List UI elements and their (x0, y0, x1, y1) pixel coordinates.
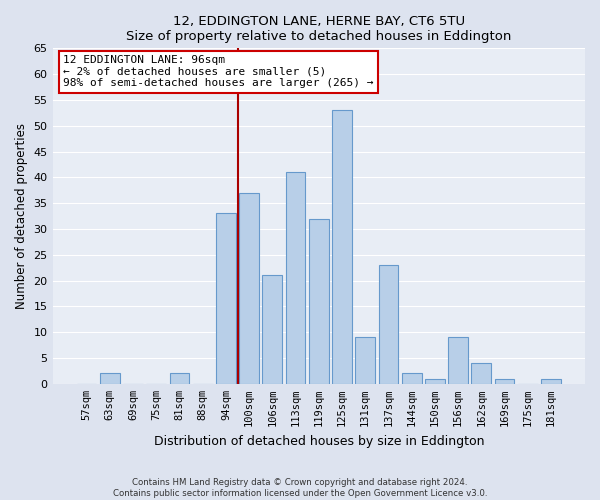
Bar (170, 374, 190, 384)
Bar (448, 338, 468, 384)
Bar (402, 374, 422, 384)
Bar (494, 378, 514, 384)
Bar (286, 172, 305, 384)
Title: 12, EDDINGTON LANE, HERNE BAY, CT6 5TU
Size of property relative to detached hou: 12, EDDINGTON LANE, HERNE BAY, CT6 5TU S… (126, 15, 511, 43)
Text: 12 EDDINGTON LANE: 96sqm
← 2% of detached houses are smaller (5)
98% of semi-det: 12 EDDINGTON LANE: 96sqm ← 2% of detache… (63, 55, 374, 88)
Bar (100, 374, 119, 384)
Bar (216, 214, 236, 384)
Bar (541, 378, 561, 384)
Text: Contains HM Land Registry data © Crown copyright and database right 2024.
Contai: Contains HM Land Registry data © Crown c… (113, 478, 487, 498)
Bar (262, 276, 282, 384)
Y-axis label: Number of detached properties: Number of detached properties (15, 123, 28, 309)
Bar (425, 378, 445, 384)
Bar (379, 265, 398, 384)
Bar (309, 218, 329, 384)
X-axis label: Distribution of detached houses by size in Eddington: Distribution of detached houses by size … (154, 434, 484, 448)
Bar (332, 110, 352, 384)
Bar (239, 193, 259, 384)
Bar (472, 363, 491, 384)
Bar (355, 338, 375, 384)
